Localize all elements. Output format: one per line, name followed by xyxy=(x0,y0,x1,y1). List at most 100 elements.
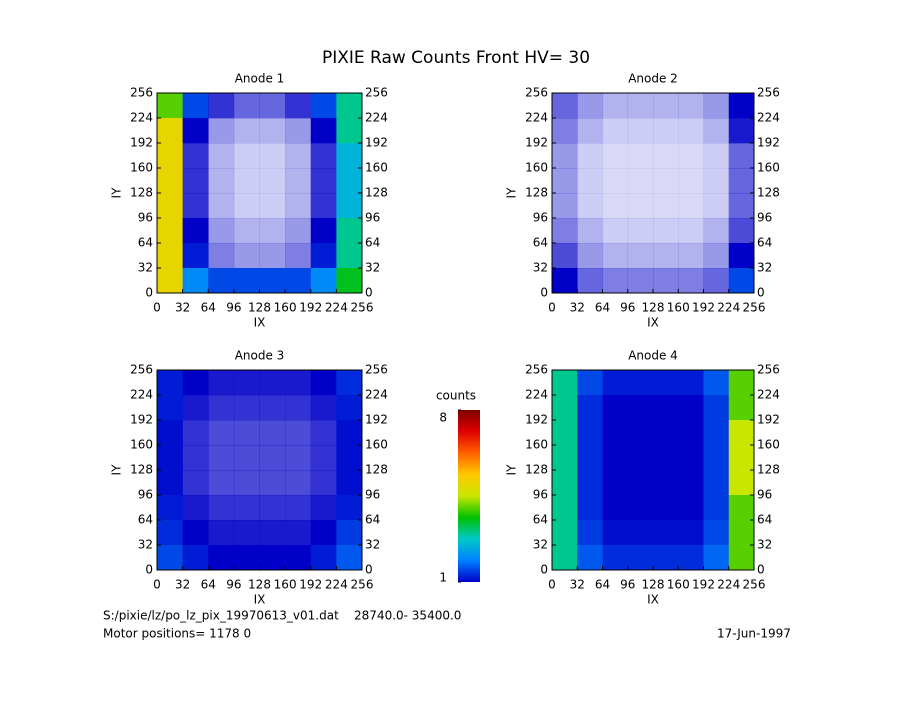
heat-cell xyxy=(310,143,337,169)
y-tick-label: 32 xyxy=(138,261,153,275)
heat-cell xyxy=(602,370,629,396)
y-tick-label-right: 128 xyxy=(365,463,388,477)
heat-cell xyxy=(259,470,286,496)
y-tick-label-right: 192 xyxy=(757,136,780,150)
y-axis-label: IY xyxy=(505,187,519,199)
heat-cell xyxy=(157,470,183,496)
heat-cell xyxy=(703,420,730,446)
colorbar-tick-label: 8 xyxy=(439,411,447,425)
heat-cell xyxy=(157,243,183,269)
heat-cell xyxy=(678,445,704,471)
x-tick-label: 64 xyxy=(595,301,610,315)
heat-cell xyxy=(703,545,730,571)
y-tick-label: 224 xyxy=(130,111,153,125)
x-tick-label: 32 xyxy=(175,301,190,315)
heat-cell xyxy=(182,370,209,396)
heat-cell xyxy=(602,445,629,471)
y-tick-label-right: 256 xyxy=(365,86,388,100)
heat-cell xyxy=(182,420,209,446)
heat-cell xyxy=(259,168,286,194)
heat-cell xyxy=(552,495,578,521)
heat-cell xyxy=(653,470,679,496)
heat-cell xyxy=(728,218,755,244)
heat-cell xyxy=(728,445,755,471)
heat-cell xyxy=(728,93,755,119)
x-tick-label: 32 xyxy=(175,578,190,592)
y-tick-label-right: 96 xyxy=(757,211,772,225)
heat-cell xyxy=(678,370,704,396)
heat-cell xyxy=(653,118,679,144)
heat-cell xyxy=(310,445,337,471)
heat-cell xyxy=(182,470,209,496)
heat-cell xyxy=(233,545,260,571)
x-tick-label: 160 xyxy=(274,578,297,592)
y-tick-label: 256 xyxy=(525,86,548,100)
heat-cell xyxy=(728,168,755,194)
heat-cell xyxy=(627,445,654,471)
heat-cell xyxy=(182,545,209,571)
heat-cell xyxy=(208,143,235,169)
heat-cell xyxy=(552,218,578,244)
heat-cell xyxy=(602,268,629,294)
heat-cell xyxy=(157,520,183,546)
y-tick-label: 64 xyxy=(138,236,153,250)
y-tick-label-right: 160 xyxy=(365,438,388,452)
heat-cell xyxy=(336,420,363,446)
x-tick-label: 256 xyxy=(351,301,374,315)
heat-cell xyxy=(627,168,654,194)
heat-cell xyxy=(552,193,578,219)
colorbar-label: counts xyxy=(436,389,476,403)
heat-cell xyxy=(182,268,209,294)
footer-file: S:/pixie/lz/po_lz_pix_19970613_v01.dat 2… xyxy=(103,609,461,623)
y-tick-label-right: 160 xyxy=(365,161,388,175)
heat-cell xyxy=(310,168,337,194)
heat-cell xyxy=(577,143,603,169)
heat-cell xyxy=(552,520,578,546)
y-tick-label: 192 xyxy=(130,413,153,427)
heat-cell xyxy=(208,545,235,571)
x-axis-label: IX xyxy=(647,316,659,330)
heat-cell xyxy=(259,420,286,446)
y-tick-label-right: 32 xyxy=(365,538,380,552)
y-tick-label: 128 xyxy=(130,463,153,477)
x-tick-label: 96 xyxy=(620,301,635,315)
heat-cell xyxy=(310,243,337,269)
y-tick-label-right: 128 xyxy=(757,186,780,200)
heat-cell xyxy=(336,445,363,471)
x-tick-label: 96 xyxy=(226,301,241,315)
heat-cell xyxy=(157,445,183,471)
heat-cell xyxy=(310,395,337,421)
heat-cell xyxy=(285,118,312,144)
heat-cell xyxy=(627,118,654,144)
heat-cell xyxy=(602,545,629,571)
y-tick-label-right: 64 xyxy=(757,236,772,250)
heat-cell xyxy=(552,143,578,169)
heat-cell xyxy=(157,395,183,421)
x-tick-label: 0 xyxy=(153,578,161,592)
heat-cell xyxy=(259,93,286,119)
x-tick-label: 64 xyxy=(201,301,216,315)
heat-cell xyxy=(285,520,312,546)
heat-cell xyxy=(703,370,730,396)
heat-cell xyxy=(233,243,260,269)
y-tick-label-right: 256 xyxy=(757,363,780,377)
heat-cell xyxy=(552,395,578,421)
heat-cell xyxy=(577,193,603,219)
heat-cell xyxy=(285,545,312,571)
heat-cell xyxy=(310,370,337,396)
heat-cell xyxy=(182,243,209,269)
x-tick-label: 32 xyxy=(570,578,585,592)
y-tick-label-right: 0 xyxy=(365,286,373,300)
heat-cell xyxy=(233,143,260,169)
heat-cell xyxy=(182,118,209,144)
panel-title: Anode 4 xyxy=(628,349,678,363)
x-tick-label: 256 xyxy=(351,578,374,592)
y-tick-label: 64 xyxy=(533,513,548,527)
heat-cell xyxy=(653,93,679,119)
heat-cell xyxy=(208,495,235,521)
x-tick-label: 192 xyxy=(692,301,715,315)
heat-cell xyxy=(577,495,603,521)
y-tick-label: 128 xyxy=(130,186,153,200)
heat-cell xyxy=(653,445,679,471)
heat-cell xyxy=(627,470,654,496)
